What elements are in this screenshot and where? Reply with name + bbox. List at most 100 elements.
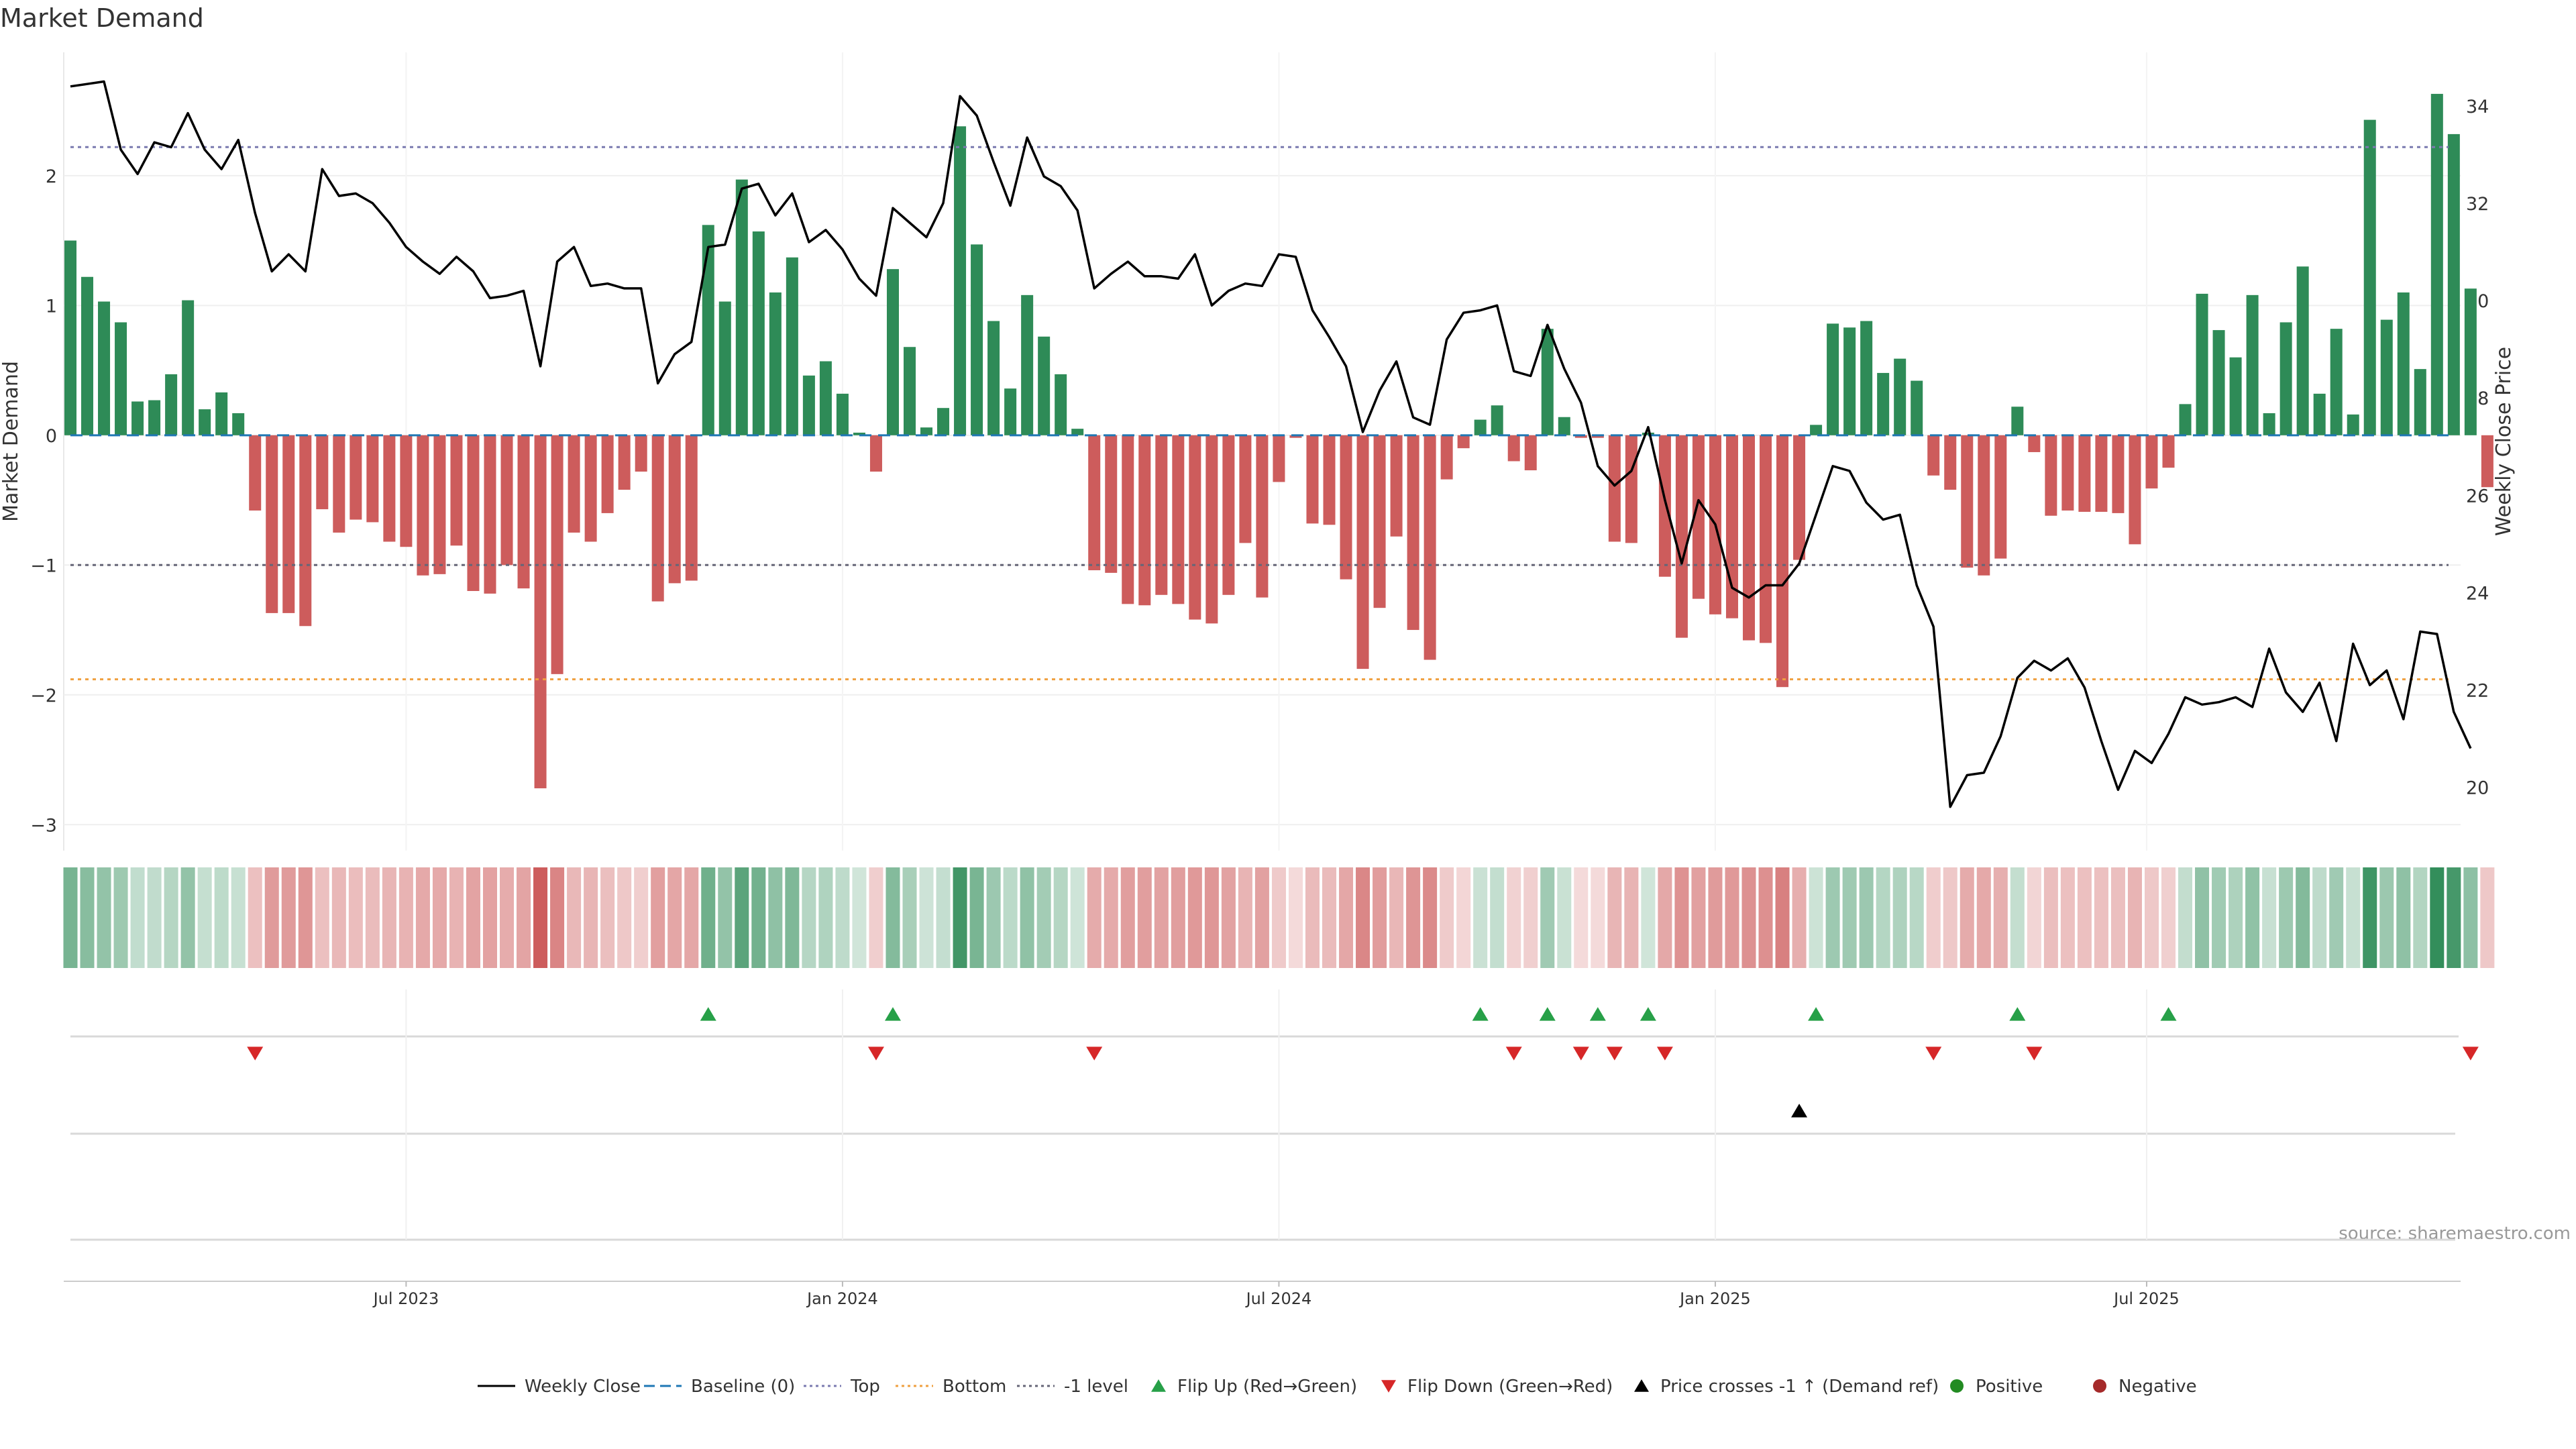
flip-up-marker: [1539, 1007, 1556, 1021]
flip-up-marker: [2160, 1007, 2177, 1021]
demand-bar: [366, 435, 379, 523]
demand-bar: [2279, 322, 2292, 435]
demand-bar: [584, 435, 597, 542]
heatmap-cell: [466, 867, 480, 968]
heatmap-cell: [1456, 867, 1471, 968]
legend-item: Positive: [1950, 1377, 2043, 1397]
demand-bar: [1256, 435, 1269, 598]
demand-bar: [98, 301, 111, 435]
heatmap-cell: [2480, 867, 2495, 968]
heatmap-cell: [1271, 867, 1286, 968]
heatmap-cell: [1221, 867, 1236, 968]
heatmap-cell: [2245, 867, 2260, 968]
flip-down-marker: [1505, 1046, 1522, 1061]
demand-bar: [266, 435, 278, 613]
heatmap-cell: [684, 867, 699, 968]
flip-up-marker: [2009, 1007, 2026, 1021]
demand-bar: [165, 374, 178, 435]
legend-item: Negative: [2093, 1377, 2197, 1397]
demand-bar: [1138, 435, 1151, 606]
demand-bar: [752, 231, 765, 435]
heatmap-cell: [1204, 867, 1219, 968]
demand-bar: [417, 435, 429, 576]
heatmap-cell: [802, 867, 816, 968]
demand-bar: [2263, 413, 2275, 435]
heatmap-cell: [550, 867, 565, 968]
heatmap-cell: [2430, 867, 2445, 968]
legend-label: Negative: [2118, 1377, 2197, 1397]
heatmap-cell: [432, 867, 447, 968]
heatmap-cell: [2363, 867, 2377, 968]
demand-bar: [1843, 327, 1856, 435]
x-tick-label: Jan 2024: [806, 1289, 878, 1308]
flip-up-marker: [1640, 1007, 1656, 1021]
demand-bar: [685, 435, 698, 581]
demand-bar: [131, 401, 144, 435]
heatmap-cell: [785, 867, 800, 968]
heatmap-cell: [533, 867, 548, 968]
heatmap-cell: [2110, 867, 2125, 968]
heatmap-cell: [2296, 867, 2310, 968]
demand-bar: [2447, 133, 2460, 435]
heatmap-cell: [2229, 867, 2243, 968]
heatmap-cell: [298, 867, 313, 968]
heatmap-cell: [1758, 867, 1773, 968]
demand-bar: [2313, 393, 2326, 435]
heatmap-cell: [2010, 867, 2025, 968]
demand-bar: [601, 435, 614, 513]
demand-bar: [1306, 435, 1319, 524]
heatmap-cell: [2094, 867, 2108, 968]
demand-bar: [2330, 329, 2343, 435]
demand-bar: [1222, 435, 1235, 595]
demand-bar: [1760, 435, 1772, 643]
heatmap-cell: [264, 867, 279, 968]
heatmap-cell: [1976, 867, 1991, 968]
heatmap-cell: [818, 867, 833, 968]
y2-axis-label: Weekly Close Price: [2492, 347, 2516, 536]
x-tick-label: Jul 2025: [2112, 1289, 2180, 1308]
heatmap-cell: [365, 867, 380, 968]
heatmap-cell: [1993, 867, 2008, 968]
heatmap-cell: [1842, 867, 1857, 968]
heatmap-cell: [852, 867, 867, 968]
flip-down-marker: [1572, 1046, 1589, 1061]
heatmap-cell: [2413, 867, 2428, 968]
demand-bar: [769, 292, 782, 435]
demand-bar: [836, 393, 849, 435]
demand-bar: [886, 269, 899, 435]
demand-bar: [1021, 294, 1034, 435]
heatmap-cell: [1120, 867, 1135, 968]
heatmap-cell: [1624, 867, 1639, 968]
demand-bar: [1776, 435, 1789, 688]
y2-tick-label: 26: [2466, 486, 2489, 506]
heatmap-cell: [902, 867, 917, 968]
heatmap-cell: [1020, 867, 1034, 968]
heatmap-cell: [1305, 867, 1320, 968]
demand-bar: [1323, 435, 1336, 525]
demand-bar: [903, 347, 916, 435]
flip-down-marker: [1656, 1046, 1673, 1061]
heatmap-cell: [1591, 867, 1605, 968]
demand-bar: [1457, 435, 1470, 449]
signal-markers-panel: Jul 2023 Jan 2024 Jul 2024 Jan 2025 Jul 2025: [64, 989, 2479, 1308]
heatmap-cell: [869, 867, 883, 968]
demand-bar: [1692, 435, 1705, 599]
heatmap-cell: [2396, 867, 2411, 968]
legend-label: Weekly Close: [525, 1377, 641, 1397]
heatmap-cell: [1926, 867, 1941, 968]
demand-bar: [1289, 435, 1302, 438]
heatmap-cell: [1741, 867, 1756, 968]
heatmap-cell: [617, 867, 632, 968]
heatmap-cell: [449, 867, 464, 968]
demand-bar: [1608, 435, 1621, 542]
heatmap-cell: [1825, 867, 1840, 968]
legend-item: Top: [804, 1377, 880, 1397]
heatmap-cell: [2144, 867, 2159, 968]
y-tick-label: 2: [46, 166, 57, 187]
heatmap-cell: [634, 867, 649, 968]
heatmap-cell: [147, 867, 162, 968]
demand-bar: [1658, 435, 1671, 577]
heatmap-cell: [2312, 867, 2327, 968]
flip-up-marker: [1589, 1007, 1606, 1021]
